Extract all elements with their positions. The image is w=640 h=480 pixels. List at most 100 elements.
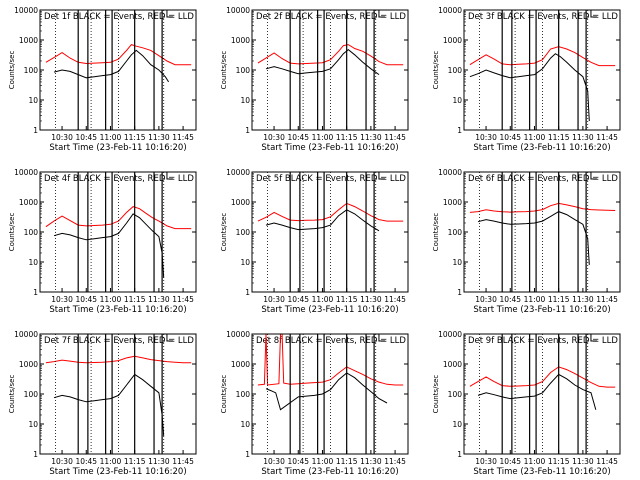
x-tick-label: 11:30 [360, 133, 382, 142]
y-tick-label: 1000 [231, 36, 250, 45]
y-tick-label: 1 [33, 288, 38, 297]
plot-frame [463, 171, 621, 293]
y-axis-label: Counts/sec [8, 213, 16, 252]
y-tick-label: 10000 [14, 6, 38, 15]
x-tick-label: 11:45 [596, 295, 618, 304]
x-tick-label: 11:45 [384, 133, 406, 142]
x-tick-label: 11:45 [596, 133, 618, 142]
x-tick-label: 11:00 [100, 133, 122, 142]
y-axis-label: Counts/sec [220, 51, 228, 90]
bracket-marker [378, 334, 385, 342]
y-tick-label: 10 [452, 420, 462, 429]
y-tick-label: 10 [240, 258, 250, 267]
events-series-line [53, 213, 165, 278]
plot-frame [39, 171, 197, 293]
x-tick-label: 11:15 [336, 133, 358, 142]
lld-series-line [469, 202, 616, 213]
panel-title: Det 6f BLACK = Events, RED = LLD [468, 174, 618, 184]
x-tick-label: 11:30 [572, 457, 594, 466]
y-axis-label: Counts/sec [220, 375, 228, 414]
panel-title: Det 2f BLACK = Events, RED = LLD [256, 12, 406, 22]
x-tick-label: 10:30 [51, 295, 73, 304]
y-tick-label: 10 [240, 420, 250, 429]
y-tick-label: 1000 [19, 198, 38, 207]
bracket-marker [166, 334, 173, 342]
x-tick-label: 11:15 [124, 295, 146, 304]
x-axis-label: Start Time (23-Feb-11 10:16:20) [49, 143, 186, 153]
lld-series-line [257, 202, 404, 222]
y-axis-label: Counts/sec [8, 375, 16, 414]
detector-panel-8: Det 8f BLACK = Events, RED = LLD 1 10 100 10… [220, 330, 409, 477]
y-tick-label: 1000 [19, 36, 38, 45]
x-tick-label: 11:00 [100, 295, 122, 304]
x-tick-label: 11:15 [548, 295, 570, 304]
bracket-marker [590, 10, 597, 18]
y-tick-label: 1 [457, 288, 462, 297]
y-tick-label: 1000 [231, 198, 250, 207]
x-tick-label: 10:45 [75, 133, 97, 142]
bracket-marker [166, 10, 173, 18]
x-axis-label: Start Time (23-Feb-11 10:16:20) [473, 467, 610, 477]
lld-series-line [469, 366, 616, 388]
x-tick-label: 11:00 [524, 133, 546, 142]
lld-series-line [45, 44, 192, 66]
x-tick-label: 11:00 [312, 133, 334, 142]
x-tick-label: 10:45 [75, 457, 97, 466]
events-series-line [53, 373, 165, 436]
y-tick-label: 10000 [14, 330, 38, 339]
y-tick-label: 10 [452, 96, 462, 105]
y-axis-label: Counts/sec [432, 213, 440, 252]
x-tick-label: 11:15 [124, 133, 146, 142]
bracket-marker [378, 172, 385, 180]
plot-frame [463, 333, 621, 455]
x-tick-label: 10:30 [475, 295, 497, 304]
x-axis-label: Start Time (23-Feb-11 10:16:20) [49, 467, 186, 477]
y-tick-label: 10000 [14, 168, 38, 177]
x-axis-label: Start Time (23-Feb-11 10:16:20) [473, 305, 610, 315]
y-tick-label: 10 [28, 96, 38, 105]
detector-panel-4: Det 4f BLACK = Events, RED = LLD 1 10 100 10… [8, 168, 197, 315]
x-tick-label: 11:30 [148, 133, 170, 142]
detector-panel-2: Det 2f BLACK = Events, RED = LLD 1 10 100 10… [220, 6, 409, 153]
y-tick-label: 1000 [443, 36, 462, 45]
x-tick-label: 10:30 [263, 133, 285, 142]
x-tick-label: 10:45 [287, 295, 309, 304]
y-tick-label: 1 [457, 126, 462, 135]
x-tick-label: 11:30 [148, 457, 170, 466]
y-tick-label: 1000 [443, 198, 462, 207]
x-tick-label: 11:15 [336, 457, 358, 466]
y-tick-label: 100 [448, 66, 463, 75]
y-tick-label: 10000 [226, 330, 250, 339]
y-tick-label: 10000 [226, 168, 250, 177]
x-tick-label: 10:45 [75, 295, 97, 304]
x-tick-label: 10:45 [287, 457, 309, 466]
x-tick-label: 10:30 [263, 295, 285, 304]
x-tick-label: 11:15 [124, 457, 146, 466]
panel-title: Det 3f BLACK = Events, RED = LLD [468, 12, 618, 22]
x-tick-label: 11:30 [572, 295, 594, 304]
events-series-line [53, 49, 170, 83]
y-tick-label: 1 [457, 450, 462, 459]
x-tick-label: 10:30 [51, 457, 73, 466]
x-tick-label: 10:30 [263, 457, 285, 466]
y-tick-label: 100 [448, 228, 463, 237]
y-tick-label: 10000 [226, 6, 250, 15]
x-tick-label: 10:45 [287, 133, 309, 142]
bracket-marker [590, 172, 597, 180]
plot-frame [39, 333, 197, 455]
x-tick-label: 11:00 [524, 295, 546, 304]
detector-panel-7: Det 7f BLACK = Events, RED = LLD 1 10 100 10… [8, 330, 197, 477]
panel-title: Det 1f BLACK = Events, RED = LLD [44, 12, 194, 22]
x-tick-label: 11:00 [312, 457, 334, 466]
x-axis-label: Start Time (23-Feb-11 10:16:20) [261, 143, 398, 153]
detector-panel-5: Det 5f BLACK = Events, RED = LLD 1 10 100 10… [220, 168, 409, 315]
x-tick-label: 11:45 [596, 457, 618, 466]
y-tick-label: 10 [240, 96, 250, 105]
y-tick-label: 10000 [438, 330, 462, 339]
y-tick-label: 100 [24, 390, 39, 399]
x-tick-label: 11:45 [384, 295, 406, 304]
x-tick-label: 10:30 [475, 133, 497, 142]
x-tick-label: 11:30 [360, 295, 382, 304]
y-tick-label: 1000 [443, 360, 462, 369]
